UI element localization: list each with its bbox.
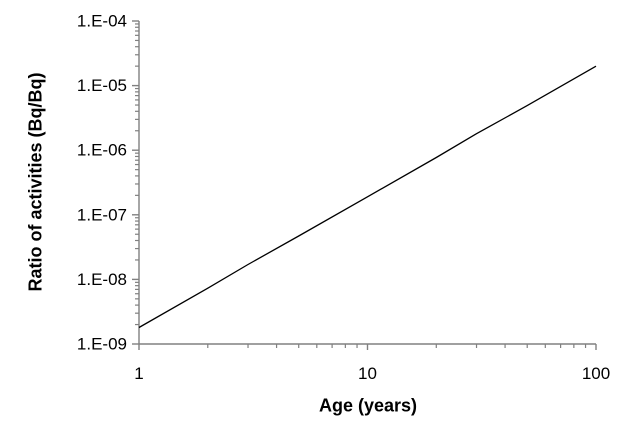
y-tick-label: 1.E-07 [77, 205, 127, 224]
x-axis-title: Age (years) [318, 395, 418, 416]
x-tick-label: 100 [582, 364, 610, 383]
y-tick-label: 1.E-08 [77, 270, 127, 289]
y-tick-label: 1.E-09 [77, 335, 127, 354]
x-tick-label: 1 [134, 364, 143, 383]
y-tick-label: 1.E-06 [77, 141, 127, 160]
x-tick-label: 10 [358, 364, 377, 383]
y-tick-label: 1.E-04 [77, 12, 127, 31]
data-line [138, 65, 597, 329]
y-tick-label: 1.E-05 [77, 76, 127, 95]
y-axis-title: Ratio of activities (Bq/Bq) [25, 72, 46, 292]
